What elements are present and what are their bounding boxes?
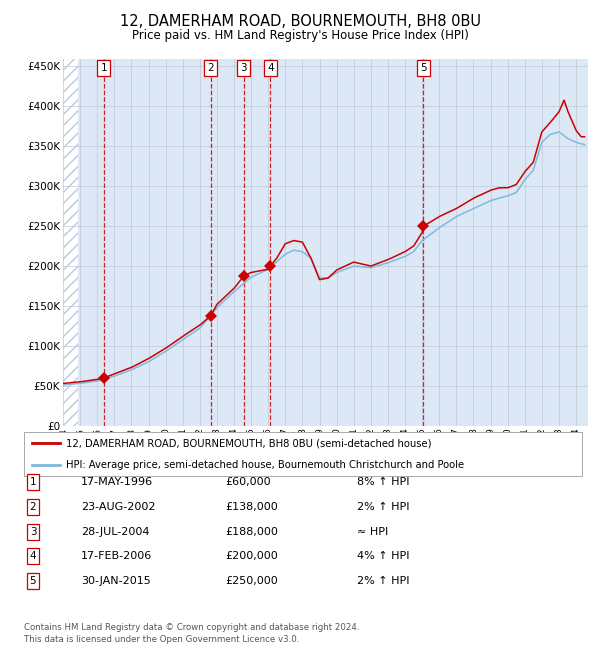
Text: ≈ HPI: ≈ HPI xyxy=(357,526,388,537)
Text: 12, DAMERHAM ROAD, BOURNEMOUTH, BH8 0BU (semi-detached house): 12, DAMERHAM ROAD, BOURNEMOUTH, BH8 0BU … xyxy=(66,438,431,448)
Text: £188,000: £188,000 xyxy=(225,526,278,537)
Text: 17-FEB-2006: 17-FEB-2006 xyxy=(81,551,152,562)
Text: 2% ↑ HPI: 2% ↑ HPI xyxy=(357,576,409,586)
Text: £138,000: £138,000 xyxy=(225,502,278,512)
Text: £60,000: £60,000 xyxy=(225,477,271,488)
Text: 2: 2 xyxy=(29,502,37,512)
Text: 12, DAMERHAM ROAD, BOURNEMOUTH, BH8 0BU: 12, DAMERHAM ROAD, BOURNEMOUTH, BH8 0BU xyxy=(119,14,481,29)
Text: Contains HM Land Registry data © Crown copyright and database right 2024.: Contains HM Land Registry data © Crown c… xyxy=(24,623,359,632)
Text: 17-MAY-1996: 17-MAY-1996 xyxy=(81,477,153,488)
Text: £250,000: £250,000 xyxy=(225,576,278,586)
Text: 4: 4 xyxy=(267,63,274,73)
Text: 4% ↑ HPI: 4% ↑ HPI xyxy=(357,551,409,562)
Text: 28-JUL-2004: 28-JUL-2004 xyxy=(81,526,149,537)
Text: 3: 3 xyxy=(29,526,37,537)
Bar xyxy=(63,58,77,426)
Text: 23-AUG-2002: 23-AUG-2002 xyxy=(81,502,155,512)
Text: 3: 3 xyxy=(241,63,247,73)
Text: 30-JAN-2015: 30-JAN-2015 xyxy=(81,576,151,586)
Text: 4: 4 xyxy=(29,551,37,562)
Text: HPI: Average price, semi-detached house, Bournemouth Christchurch and Poole: HPI: Average price, semi-detached house,… xyxy=(66,460,464,470)
Text: 2% ↑ HPI: 2% ↑ HPI xyxy=(357,502,409,512)
Text: 5: 5 xyxy=(420,63,427,73)
Text: Price paid vs. HM Land Registry's House Price Index (HPI): Price paid vs. HM Land Registry's House … xyxy=(131,29,469,42)
Text: 1: 1 xyxy=(100,63,107,73)
Text: £200,000: £200,000 xyxy=(225,551,278,562)
Text: 1: 1 xyxy=(29,477,37,488)
Text: This data is licensed under the Open Government Licence v3.0.: This data is licensed under the Open Gov… xyxy=(24,634,299,644)
Text: 5: 5 xyxy=(29,576,37,586)
Text: 8% ↑ HPI: 8% ↑ HPI xyxy=(357,477,409,488)
Text: 2: 2 xyxy=(208,63,214,73)
